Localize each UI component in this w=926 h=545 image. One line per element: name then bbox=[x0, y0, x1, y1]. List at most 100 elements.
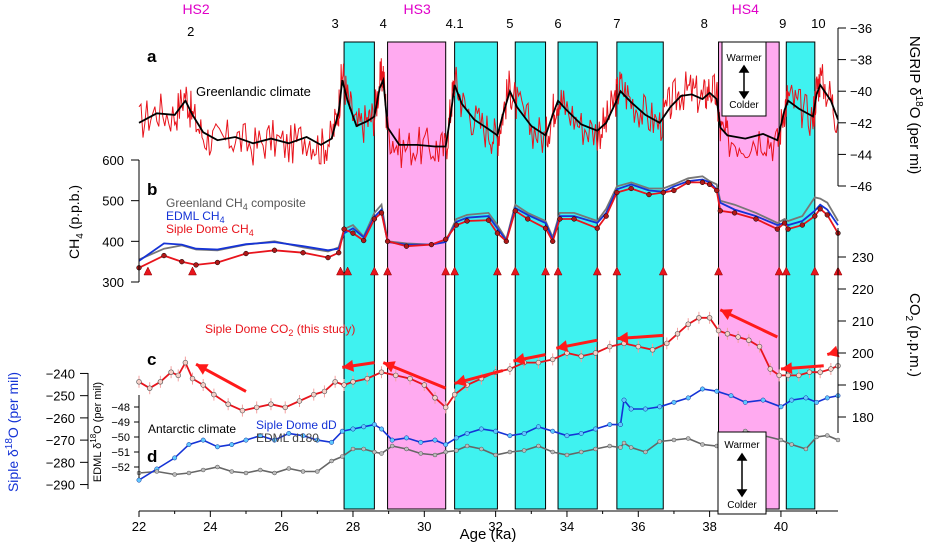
edml-marker-2 bbox=[172, 472, 177, 477]
trend-arrows bbox=[195, 308, 840, 393]
ngrip-tick-label-1: −38 bbox=[850, 53, 872, 68]
greenlandic-climate-label: Greenlandic climate bbox=[196, 84, 311, 99]
ch4-marker-26 bbox=[542, 225, 549, 231]
ch4-marker-46 bbox=[785, 226, 791, 232]
siple-dd-marker-37 bbox=[621, 397, 627, 403]
edml-tick-label-2: −50 bbox=[111, 432, 130, 444]
edml-marker-11 bbox=[300, 469, 306, 474]
ch4-marker-32 bbox=[614, 189, 620, 196]
co2-marker-40 bbox=[635, 343, 641, 350]
co2-marker-49 bbox=[735, 334, 741, 340]
event-label-3: 4.1 bbox=[446, 16, 464, 31]
ch4-marker-20 bbox=[464, 218, 470, 224]
siple-dd-marker-23 bbox=[443, 442, 449, 448]
warmer-colder-arrow-a bbox=[738, 64, 750, 100]
edml-marker-31 bbox=[550, 449, 555, 455]
edml-marker-37 bbox=[621, 440, 627, 446]
hs-label-0: HS2 bbox=[182, 1, 209, 17]
co2-marker-13 bbox=[282, 404, 288, 411]
ch4-marker-25 bbox=[525, 216, 531, 222]
edml-marker-35 bbox=[607, 443, 613, 449]
ch4-marker-1 bbox=[161, 252, 167, 259]
edml-tick-label-1: −49 bbox=[111, 417, 130, 429]
ch4-marker-24 bbox=[512, 208, 518, 214]
edml-marker-52 bbox=[825, 433, 830, 438]
ch4-marker-37 bbox=[685, 179, 691, 186]
edml-marker-42 bbox=[685, 436, 691, 441]
edml-marker-8 bbox=[258, 467, 263, 473]
colder-label-d: Colder bbox=[727, 500, 757, 511]
ch4-marker-33 bbox=[628, 185, 634, 192]
siple-tick-label-4: −280 bbox=[46, 455, 75, 470]
co2-marker-21 bbox=[378, 369, 385, 375]
co2-marker-54 bbox=[785, 372, 791, 379]
axes: 22 24 26 28 30 32 34 36 38 40 −36 −38 −40 −42 −44 −46 30… bbox=[46, 21, 874, 534]
ch4-tick-label-1: 400 bbox=[102, 234, 124, 249]
trend-arrow-1 bbox=[382, 361, 447, 390]
co2-tick-label-4: 220 bbox=[852, 282, 874, 297]
siple-dd-marker-35 bbox=[607, 422, 613, 428]
co2-marker-11 bbox=[253, 404, 260, 411]
siple-dd-marker-11 bbox=[300, 433, 306, 439]
siple-dd-marker-21 bbox=[418, 439, 424, 445]
co2-marker-57 bbox=[817, 369, 823, 375]
co2-marker-20 bbox=[364, 375, 370, 382]
ch4-marker-19 bbox=[453, 222, 460, 228]
siple-dd-marker-50 bbox=[803, 395, 809, 401]
ch4-marker-40 bbox=[714, 187, 720, 194]
trend-arrowhead-9 bbox=[827, 345, 840, 358]
siple-dd-marker-18 bbox=[379, 426, 384, 432]
edml-marker-29 bbox=[521, 448, 527, 453]
siple-dd-marker-41 bbox=[671, 399, 677, 405]
ch4-marker-21 bbox=[485, 217, 492, 223]
event-label-5: 6 bbox=[554, 16, 561, 31]
co2-marker-17 bbox=[332, 379, 338, 385]
event-label-4: 5 bbox=[506, 16, 513, 31]
antarctic-climate-label: Antarctic climate bbox=[148, 422, 236, 436]
edml-marker-43 bbox=[700, 442, 705, 447]
siple-dd-marker-12 bbox=[314, 437, 320, 443]
ngrip-smoothed-line bbox=[138, 76, 839, 148]
ch4-marker-23 bbox=[503, 238, 509, 244]
ch4-marker-27 bbox=[550, 238, 556, 244]
legend-siple-dd: Siple Dome dD bbox=[256, 418, 337, 432]
trend-arrowhead-0 bbox=[196, 364, 209, 375]
siple-dd-marker-46 bbox=[742, 399, 748, 405]
co2-tick-label-3: 210 bbox=[852, 314, 874, 329]
age-tie-point-13 bbox=[612, 266, 622, 276]
co2-tick-label-5: 230 bbox=[852, 250, 874, 265]
edml-marker-12 bbox=[315, 469, 320, 474]
co2-marker-6 bbox=[189, 375, 196, 382]
co2-marker-37 bbox=[592, 350, 599, 356]
edml-marker-49 bbox=[789, 442, 794, 447]
siple-dd-marker-33 bbox=[578, 430, 584, 436]
edml-axis-title: EDML δ18O (per mil) bbox=[89, 382, 104, 482]
edml-marker-48 bbox=[778, 437, 784, 443]
siple-dd-marker-17 bbox=[371, 422, 377, 428]
ch4-marker-8 bbox=[325, 254, 331, 261]
ch4-marker-36 bbox=[671, 187, 677, 194]
heinrich-band-0 bbox=[387, 41, 447, 510]
co2-marker-12 bbox=[268, 401, 274, 407]
age-tie-point-10 bbox=[541, 266, 550, 276]
ch4-marker-31 bbox=[603, 213, 609, 219]
panel-d-letter: d bbox=[147, 447, 157, 466]
siple-dd-marker-45 bbox=[728, 393, 734, 399]
ch4-marker-22 bbox=[494, 230, 501, 236]
panel-b-letter: b bbox=[147, 180, 157, 199]
co2-marker-58 bbox=[828, 366, 834, 372]
event-label-1: 3 bbox=[332, 16, 339, 31]
edml-marker-21 bbox=[418, 451, 423, 456]
siple-dd-marker-26 bbox=[478, 426, 484, 432]
siple-dd-marker-20 bbox=[404, 435, 409, 441]
event-labels: HS2 HS3 HS4 2 3 4 4.1 5 6 7 8 9 10 bbox=[182, 1, 825, 39]
ch4-marker-43 bbox=[753, 216, 759, 222]
co2-marker-34 bbox=[549, 356, 556, 363]
interstadial-band-2 bbox=[514, 41, 547, 510]
x-axis-title: Age (ka) bbox=[460, 526, 517, 543]
legend-edml-d180: EDML d180 bbox=[256, 431, 319, 445]
interstadial-band-3 bbox=[557, 41, 598, 510]
co2-marker-3 bbox=[168, 369, 174, 375]
co2-marker-46 bbox=[706, 315, 713, 321]
